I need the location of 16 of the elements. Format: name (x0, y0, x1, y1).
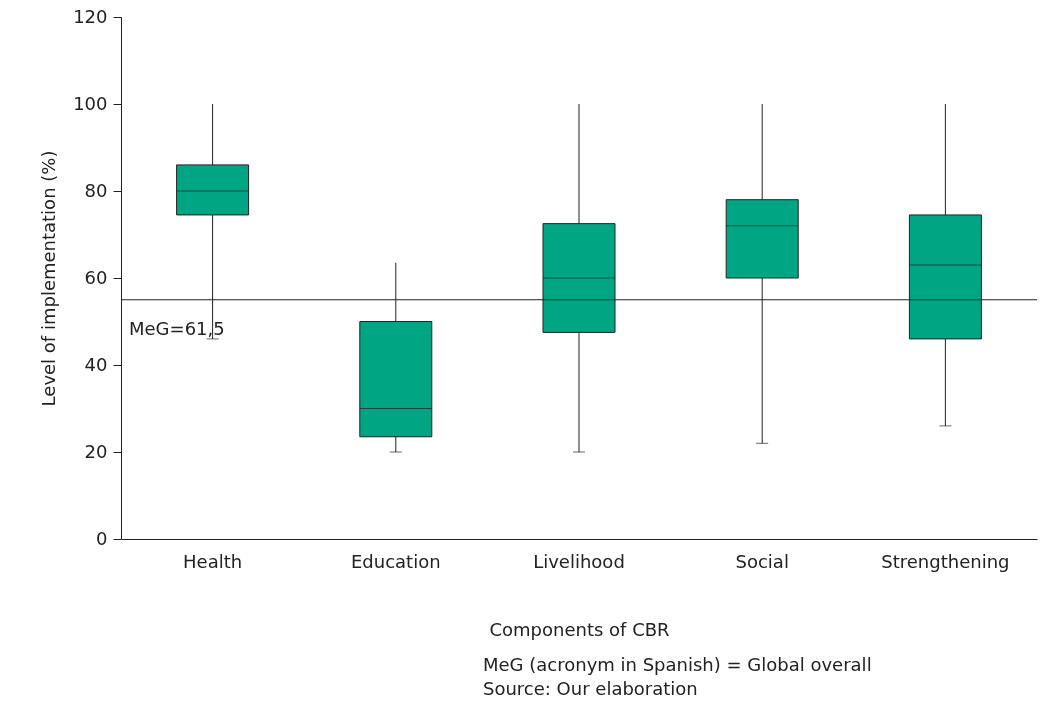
y-axis-title: Level of implementation (%) (38, 150, 60, 407)
y-tick-label: 80 (84, 179, 108, 201)
x-axis-title: Components of CBR (489, 618, 670, 640)
source-note: Source: Our elaboration (483, 677, 699, 701)
y-tick-label: 20 (84, 440, 108, 462)
x-tick-label: Social (735, 550, 789, 572)
x-tick-label: Education (350, 550, 441, 572)
y-tick-label: 40 (84, 353, 108, 375)
y-tick-label: 100 (73, 92, 108, 114)
x-tick-label: Health (183, 550, 243, 572)
text: MeG (acronym in Spanish) = Global overall (483, 653, 872, 677)
y-tick-label: 120 (73, 5, 108, 27)
y-tick-label: 0 (96, 527, 108, 549)
x-tick-label: Strengthening (881, 550, 1010, 572)
x-tick-label: Livelihood (533, 550, 625, 572)
y-tick-label: 60 (84, 266, 108, 288)
